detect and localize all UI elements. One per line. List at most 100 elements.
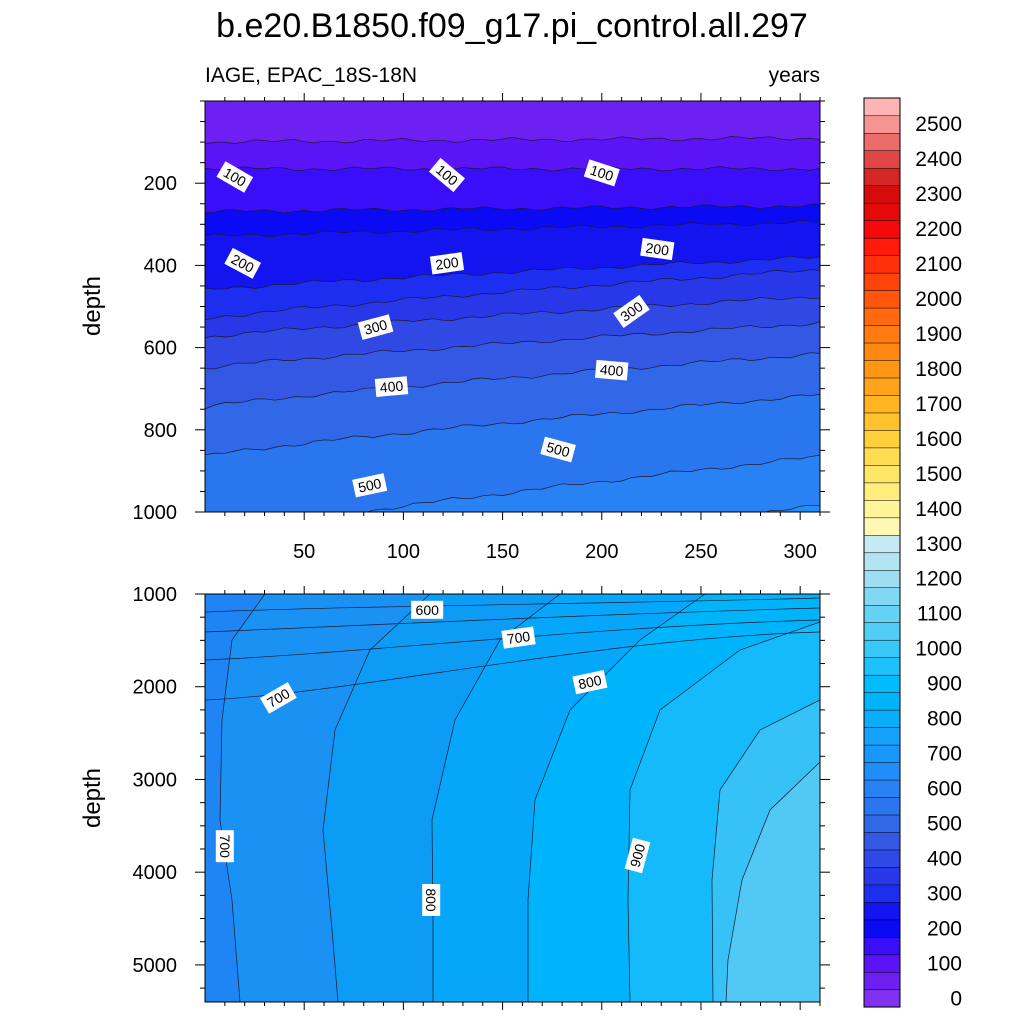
colorbar-swatch	[863, 290, 901, 309]
colorbar-label: 900	[927, 673, 962, 696]
contour-label-text: 800	[577, 672, 603, 693]
upper-contour-line	[205, 296, 820, 338]
colorbar-swatch	[863, 639, 901, 658]
colorbar-label: 1400	[915, 498, 962, 521]
lower-contour-line	[205, 619, 820, 661]
colorbar-label: 400	[927, 847, 962, 870]
contour-label-text: 500	[545, 439, 572, 461]
contour-label-text: 600	[416, 602, 440, 618]
colorbar-label: 1500	[915, 463, 962, 486]
y-tick-label: 1000	[133, 502, 178, 524]
colorbar-label: 2000	[915, 288, 962, 311]
colorbar-label: 1200	[915, 568, 962, 591]
contour-label-box	[429, 252, 465, 275]
y-tick-label: 1000	[133, 584, 178, 606]
contour-label-text: 700	[506, 628, 532, 647]
colorbar-swatch	[863, 412, 901, 431]
left-subtitle: IAGE, EPAC_18S-18N	[205, 64, 417, 87]
upper-contour-line	[205, 269, 820, 321]
lower-contour-line	[711, 699, 820, 1002]
colorbar-label: 2500	[915, 113, 962, 136]
contour-label-text: 400	[379, 378, 404, 396]
y-tick-label: 800	[144, 420, 177, 442]
contour-label-box	[422, 884, 441, 916]
upper-y-axis-label: depth	[79, 276, 106, 336]
colorbar-swatch	[863, 464, 901, 484]
upper-contour-line	[205, 166, 820, 172]
colorbar-label: 1800	[915, 358, 962, 381]
y-tick-label: 600	[144, 338, 177, 360]
contour-label-box	[613, 294, 650, 328]
colorbar-swatch	[863, 901, 901, 921]
colorbar-label: 300	[927, 882, 962, 905]
contour-label: 300	[357, 314, 394, 340]
contour-label-box	[594, 359, 629, 381]
colorbar-label: 2200	[915, 218, 962, 241]
colorbar-swatch	[863, 814, 901, 833]
colorbar-swatch	[863, 796, 901, 816]
upper-fill-band	[367, 455, 820, 512]
colorbar-swatch	[863, 779, 901, 798]
contour-label-text: 800	[423, 888, 439, 912]
colorbar-label: 800	[927, 708, 962, 731]
x-tick-label: 300	[783, 541, 816, 563]
colorbar-swatch	[863, 132, 901, 151]
y-tick-label: 200	[144, 173, 177, 195]
colorbar-swatch	[863, 115, 901, 134]
contour-label-box	[357, 314, 394, 340]
colorbar-swatch	[863, 167, 901, 186]
colorbar-label: 2100	[915, 253, 962, 276]
contour-label-text: 900	[627, 842, 649, 869]
colorbar-swatch	[863, 342, 901, 361]
contour-label-box	[260, 682, 297, 714]
contour-label: 200	[429, 252, 465, 275]
colorbar-label: 600	[927, 778, 962, 801]
colorbar-label: 1700	[915, 393, 962, 416]
contour-label-box	[216, 161, 254, 193]
colorbar-swatch	[863, 359, 901, 379]
colorbar-swatch	[863, 307, 901, 326]
colorbar-swatch	[863, 534, 901, 554]
contour-label-box	[224, 247, 262, 279]
contour-label: 700	[215, 830, 234, 863]
contour-label-box	[215, 830, 234, 863]
colorbar-swatch	[863, 569, 901, 589]
y-tick-label: 2000	[133, 677, 178, 699]
colorbar-swatch	[863, 709, 901, 728]
upper-contour-line	[205, 220, 820, 237]
lower-axes: 1000 2000 3000 4000 5000	[133, 584, 830, 1010]
contour-label: 700	[501, 626, 536, 649]
upper-axes: 50 100 150 200 250 300 200 400 600 800 1000	[133, 93, 830, 563]
lower-contour-line	[205, 597, 820, 613]
colorbar-swatch	[863, 849, 901, 868]
colorbar-swatch	[863, 936, 901, 956]
contour-label: 500	[352, 473, 388, 498]
colorbar-swatch	[863, 97, 901, 117]
y-tick-label: 5000	[133, 955, 178, 977]
colorbar-swatch	[863, 657, 901, 676]
contour-label-box	[583, 159, 620, 187]
lower-contour-line	[725, 761, 820, 1002]
lower-contour-line	[322, 594, 431, 1002]
colorbar-label: 200	[927, 917, 962, 940]
colorbar-swatch	[863, 692, 901, 711]
contour-label-box	[428, 157, 466, 193]
colorbar-swatch	[863, 919, 901, 938]
colorbar-swatch	[863, 622, 901, 641]
contour-label-box	[640, 237, 675, 261]
lower-y-axis-label: depth	[79, 768, 106, 828]
colorbar-swatch	[863, 482, 901, 501]
contour-label: 600	[411, 600, 444, 619]
colorbar-swatch	[863, 587, 901, 606]
upper-contour-line	[205, 321, 820, 370]
colorbar-swatch	[863, 674, 901, 693]
colorbar-swatch	[863, 831, 901, 851]
colorbar-swatch	[863, 255, 901, 274]
colorbar-swatch	[863, 150, 901, 169]
contour-label: 500	[540, 436, 576, 463]
contour-label: 400	[374, 376, 409, 397]
colorbar-swatch	[863, 447, 901, 466]
